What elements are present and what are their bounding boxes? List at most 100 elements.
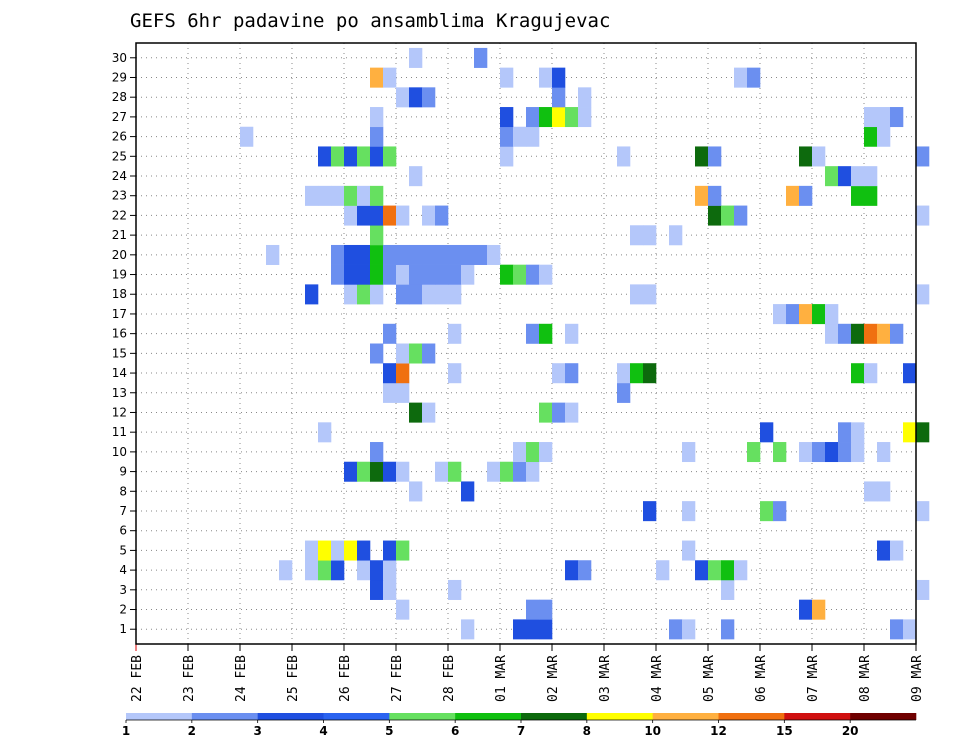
data-cell [578, 107, 592, 128]
data-cell [370, 284, 384, 305]
legend-label: 4 [319, 724, 327, 738]
data-cell [396, 343, 410, 364]
data-cell [669, 225, 683, 246]
chart-title: GEFS 6hr padavine po ansamblima Kragujev… [130, 10, 610, 32]
data-cell [357, 146, 371, 167]
data-cell [396, 599, 410, 620]
data-cell [630, 225, 644, 246]
data-cell [383, 560, 397, 581]
y-tick-label: 10 [112, 445, 127, 459]
data-cell [422, 284, 436, 305]
legend-swatch [323, 713, 390, 720]
data-cell [318, 560, 332, 581]
data-cell [409, 402, 423, 423]
data-cell [643, 225, 657, 246]
data-cell [526, 461, 540, 482]
data-cell [786, 304, 800, 325]
data-cell [383, 461, 397, 482]
x-tick-label: 03 MAR [598, 655, 613, 702]
data-cell [461, 264, 475, 285]
data-cell [565, 323, 579, 344]
data-cell [344, 264, 358, 285]
data-cell [383, 363, 397, 384]
data-cell [539, 619, 553, 640]
data-cell [331, 185, 345, 206]
legend-label: 1 [122, 724, 130, 738]
data-cell [474, 244, 488, 265]
data-cell [240, 126, 254, 147]
data-cell [916, 146, 930, 167]
data-cell [825, 442, 839, 463]
y-tick-label: 8 [119, 484, 127, 498]
data-cell [539, 67, 553, 88]
data-cell [630, 363, 644, 384]
data-cell [851, 422, 865, 443]
data-cell [331, 540, 345, 561]
y-tick-label: 21 [112, 228, 127, 242]
data-cell [422, 87, 436, 108]
data-cell [396, 540, 410, 561]
y-tick-label: 18 [112, 287, 127, 301]
data-cell [890, 107, 904, 128]
y-tick-label: 12 [112, 405, 127, 419]
data-cell [877, 442, 891, 463]
data-cell [344, 185, 358, 206]
x-tick-label: 02 MAR [546, 655, 561, 702]
data-cell [825, 166, 839, 187]
y-tick-label: 2 [119, 603, 127, 617]
legend-swatch [586, 713, 653, 720]
data-cell [721, 619, 735, 640]
data-cell [825, 323, 839, 344]
data-cell [916, 205, 930, 226]
data-cell [331, 264, 345, 285]
data-cell [487, 244, 501, 265]
data-cell [851, 323, 865, 344]
data-cell [721, 205, 735, 226]
y-tick-label: 24 [112, 169, 127, 183]
data-cell [513, 442, 527, 463]
data-cell [370, 264, 384, 285]
data-cell [669, 619, 683, 640]
y-tick-label: 28 [112, 90, 127, 104]
data-cell [890, 323, 904, 344]
data-cell [903, 363, 917, 384]
data-cell [643, 363, 657, 384]
data-cell [513, 461, 527, 482]
legend-label: 3 [253, 724, 261, 738]
data-cell [877, 126, 891, 147]
data-cell [344, 284, 358, 305]
data-cell [500, 146, 514, 167]
x-tick-label: 09 MAR [910, 655, 925, 702]
data-cell [526, 126, 540, 147]
data-cell [357, 461, 371, 482]
data-cell [435, 461, 449, 482]
data-cell [838, 442, 852, 463]
legend-label: 20 [842, 724, 859, 738]
data-cell [799, 442, 813, 463]
data-cell [383, 67, 397, 88]
data-cell [318, 146, 332, 167]
data-cell [448, 461, 462, 482]
y-tick-label: 20 [112, 248, 127, 262]
data-cell [903, 422, 917, 443]
data-cell [370, 146, 384, 167]
data-cell [708, 205, 722, 226]
data-cell [851, 166, 865, 187]
data-cell [916, 579, 930, 600]
data-cell [357, 205, 371, 226]
data-cell [383, 244, 397, 265]
data-cell [370, 244, 384, 265]
legend-swatch [652, 713, 719, 720]
data-cell [864, 185, 878, 206]
data-cell [383, 323, 397, 344]
data-cell [578, 560, 592, 581]
data-cell [344, 540, 358, 561]
data-cell [708, 185, 722, 206]
data-cell [513, 126, 527, 147]
y-tick-label: 4 [119, 563, 127, 577]
data-cell [461, 244, 475, 265]
data-cell [422, 244, 436, 265]
legend-swatch [850, 713, 917, 720]
data-cell [461, 481, 475, 502]
data-cell [435, 264, 449, 285]
